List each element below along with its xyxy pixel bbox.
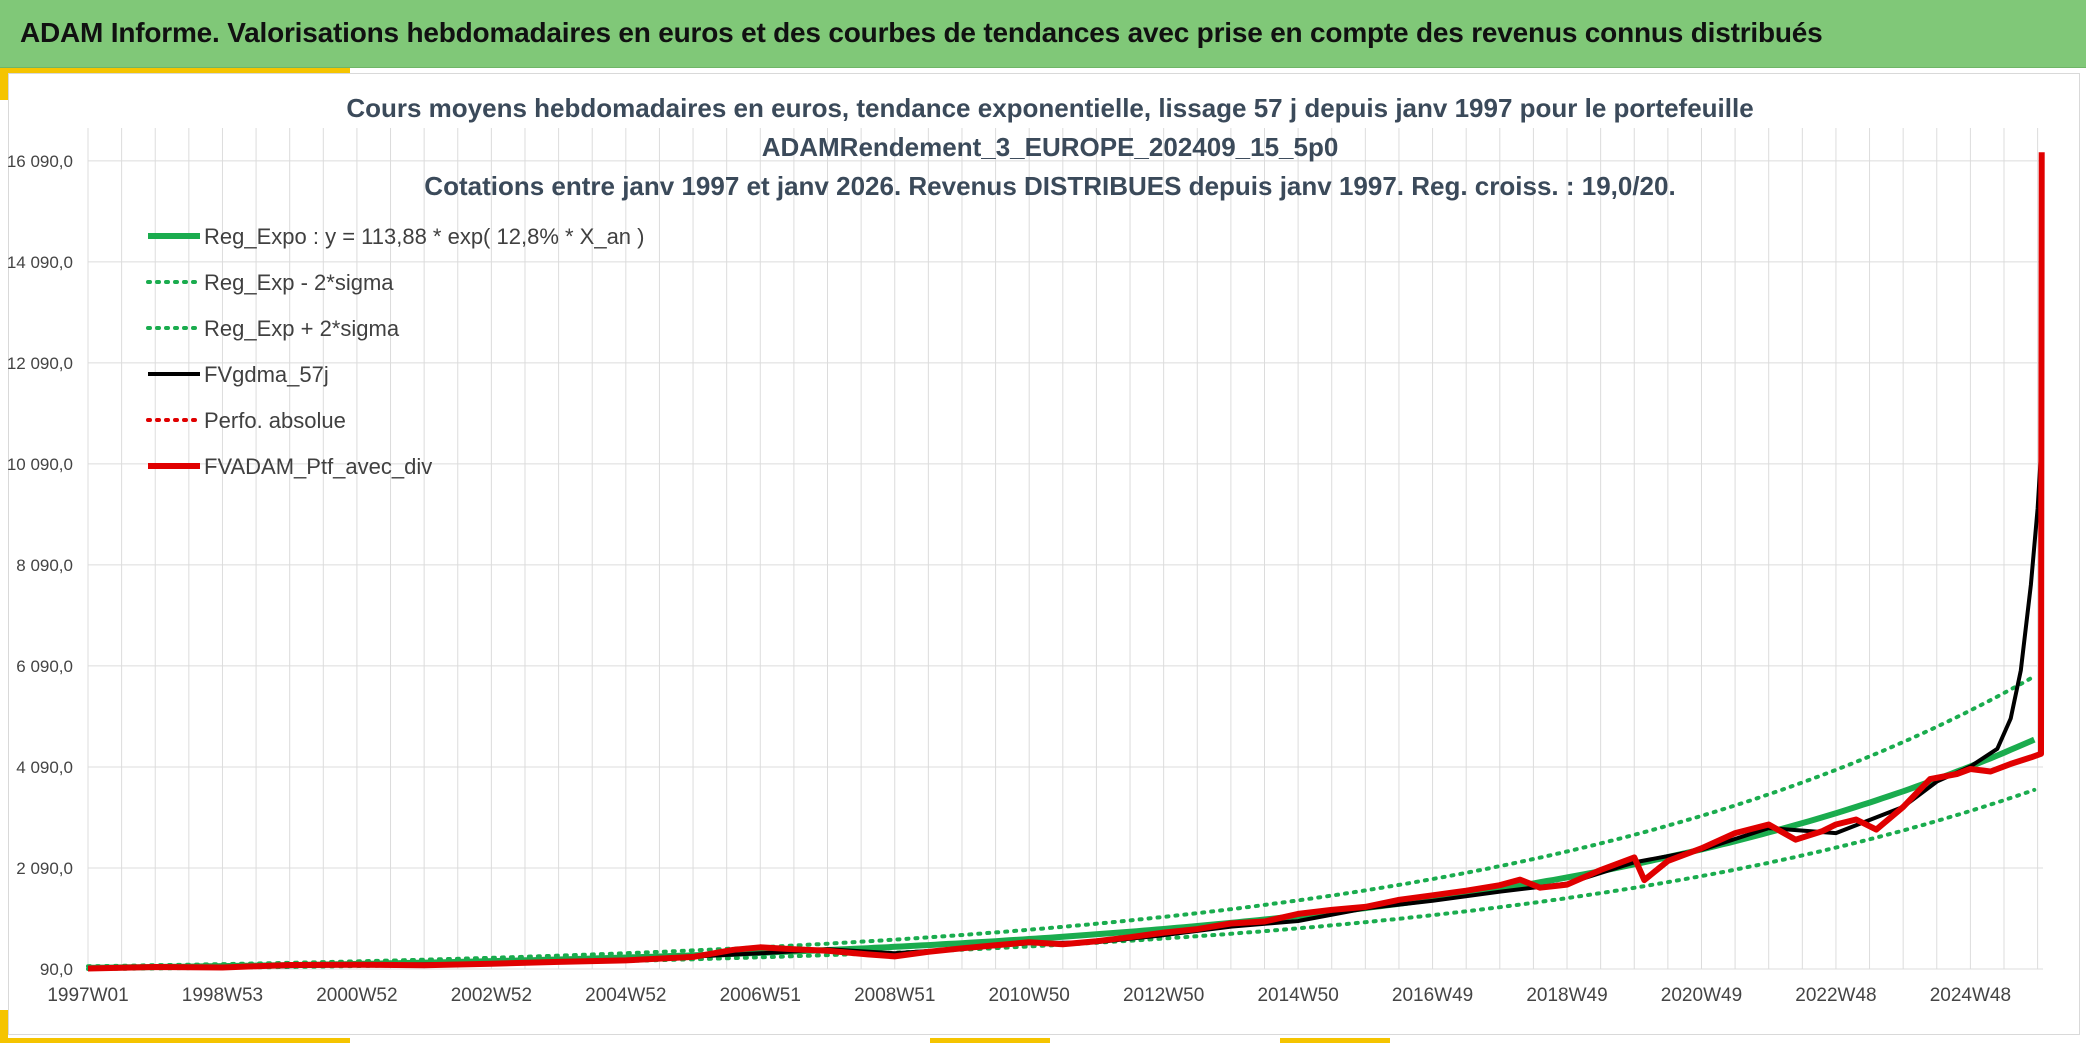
y-tick-label: 12 090,0 [7, 354, 73, 373]
legend-label: FVgdma_57j [204, 362, 329, 387]
header-bar: ADAM Informe. Valorisations hebdomadaire… [0, 0, 2086, 68]
series-reg-expo [87, 736, 2036, 971]
legend-label: Reg_Exp - 2*sigma [204, 270, 394, 295]
series-reg-exp-plus-2sigma [86, 674, 2037, 969]
y-tick-label: 90,0 [40, 960, 73, 979]
y-tick-label: 14 090,0 [7, 253, 73, 272]
accent-bar-bottom-1 [0, 1038, 350, 1043]
x-tick-label: 2000W52 [316, 985, 397, 1006]
x-tick-label: 2004W52 [585, 985, 666, 1006]
y-tick-label: 8 090,0 [16, 556, 73, 575]
legend-label: Perfo. absolue [204, 408, 346, 433]
x-tick-label: 2010W50 [989, 985, 1070, 1006]
x-tick-label: 2014W50 [1257, 985, 1338, 1006]
legend-label: Reg_Expo : y = 113,88 * exp( 12,8% * X_a… [204, 224, 644, 249]
chart-legend: Reg_Expo : y = 113,88 * exp( 12,8% * X_a… [146, 224, 644, 479]
accent-bar-bottom-2 [930, 1038, 1050, 1043]
x-tick-label: 2020W49 [1661, 985, 1742, 1006]
x-tick-label: 2006W51 [720, 985, 801, 1006]
x-tick-label: 2002W52 [451, 985, 532, 1006]
chart-title: Cours moyens hebdomadaires en euros, ten… [346, 93, 1753, 201]
y-tick-label: 2 090,0 [16, 859, 73, 878]
x-axis-ticks: 1997W01 1998W53 2000W52 2002W52 2004W52 2006W… [47, 985, 2011, 1006]
x-tick-label: 2024W48 [1930, 985, 2011, 1006]
chart-frame [8, 73, 2080, 1035]
y-axis-ticks: 90,0 2 090,0 4 090,0 6 090,0 8 090,0 10 090,0… [7, 152, 73, 979]
chart-grid [87, 128, 2043, 970]
legend-label: Reg_Exp + 2*sigma [204, 316, 400, 341]
x-tick-label: 2008W51 [854, 985, 935, 1006]
x-tick-label: 2016W49 [1392, 985, 1473, 1006]
page-title: ADAM Informe. Valorisations hebdomadaire… [20, 17, 1823, 48]
accent-bar-left-bottom [0, 1010, 8, 1043]
accent-bar-top [0, 68, 350, 73]
y-tick-label: 10 090,0 [7, 455, 73, 474]
chart-title-line-1: Cours moyens hebdomadaires en euros, ten… [346, 93, 1753, 123]
x-tick-label: 2018W49 [1526, 985, 1607, 1006]
y-tick-label: 6 090,0 [16, 657, 73, 676]
y-tick-label: 4 090,0 [16, 758, 73, 777]
x-tick-label: 2022W48 [1795, 985, 1876, 1006]
series-fvadam-ptf-avec-div [87, 152, 2045, 972]
chart-title-line-2: ADAMRendement_3_EUROPE_202409_15_5p0 [762, 132, 1339, 162]
chart-title-line-3: Cotations entre janv 1997 et janv 2026. … [424, 171, 1675, 201]
legend-label: FVADAM_Ptf_avec_div [204, 454, 432, 479]
series-fvgdma-57j [87, 453, 2043, 971]
x-tick-label: 2012W50 [1123, 985, 1204, 1006]
chart-series [86, 152, 2045, 972]
x-tick-label: 1998W53 [182, 985, 263, 1006]
accent-bar-left-top [0, 68, 8, 100]
y-tick-label: 16 090,0 [7, 152, 73, 171]
accent-bar-bottom-3 [1280, 1038, 1390, 1043]
x-tick-label: 1997W01 [47, 985, 128, 1006]
